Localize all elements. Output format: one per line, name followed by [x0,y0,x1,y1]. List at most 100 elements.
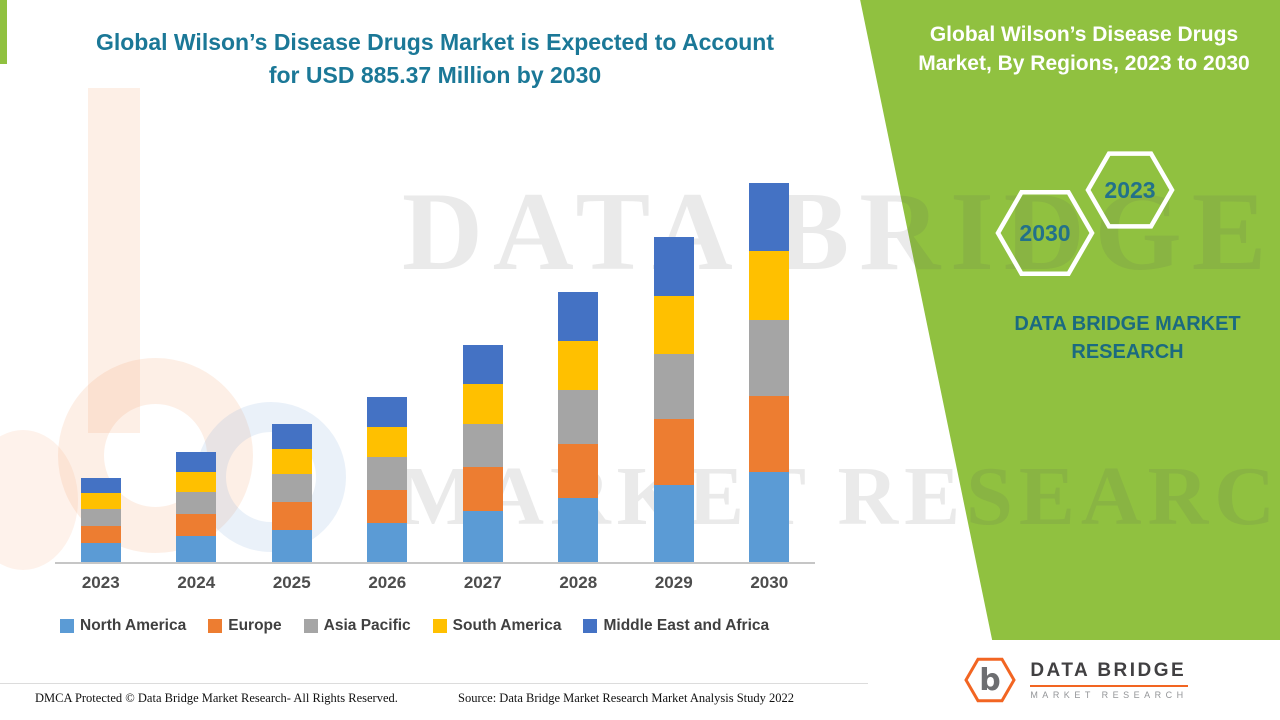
dbmr-logo-letter: b [980,663,1001,698]
logo-text-block: DATA BRIDGE MARKET RESEARCH [1030,660,1188,700]
hexagon-2023 [1085,151,1175,229]
hexagon-year-2023: 2023 [1104,177,1155,203]
bar-segment-north-america-2028 [558,498,599,563]
bar-segment-europe-2026 [367,489,408,524]
stacked-bar-2030 [749,183,790,563]
bar-column-2030 [722,180,818,563]
chart-legend: North America Europe Asia Pacific South Ame… [60,617,769,635]
bar-column-2028 [531,180,627,563]
bar-segment-south-america-2027 [462,384,503,424]
legend-item-middle-east-and-africa: Middle East and Africa [583,617,769,635]
legend-swatch-middle-east-and-africa [583,619,598,633]
bar-segment-north-america-2025 [271,529,312,563]
x-axis-label-2023: 2023 [81,573,120,592]
bar-segment-north-america-2026 [367,523,408,563]
x-axis-label-2025: 2025 [272,573,311,592]
watermark-text-line2: MARKET RESEARCH [398,450,1280,543]
dbmr-logo-icon: b [964,657,1017,703]
x-axis-labels: 2023 2024 2025 2026 2027 2028 2029 2030 [53,573,817,593]
source-text: Source: Data Bridge Market Research Mark… [458,691,795,705]
bar-segment-asia-pacific-2029 [653,354,694,420]
bar-column-2027 [435,180,531,563]
legend-swatch-north-america [60,619,74,633]
stacked-bar-2027 [462,345,503,563]
bar-segment-south-america-2029 [653,295,694,355]
year-hexagons: 2030 2023 [995,151,1175,276]
bar-segment-europe-2024 [176,514,217,537]
legend-label-asia-pacific: Asia Pacific [323,617,411,634]
stacked-bar-2025 [271,423,312,563]
bar-segment-asia-pacific-2028 [558,389,599,444]
watermark-text-line1: DATA BRIDGE [402,170,1277,294]
logo-name: DATA BRIDGE [1030,660,1187,681]
bar-segment-middle-east-and-africa-2030 [749,183,790,252]
legend-item-europe: Europe [208,617,282,635]
x-axis-label-2030: 2030 [750,573,789,592]
x-axis-label-2028: 2028 [559,573,598,592]
bar-segment-middle-east-and-africa-2023 [80,478,121,494]
x-axis-line [55,562,815,564]
stacked-bar-2023 [80,478,121,563]
brand-text: DATA BRIDGE MARKET RESEARCH [1000,310,1255,366]
bar-segment-middle-east-and-africa-2025 [271,423,312,449]
bar-column-2026 [340,180,436,563]
bar-segment-asia-pacific-2030 [749,319,790,396]
x-axis-label-2027: 2027 [463,573,502,592]
legend-item-north-america: North America [60,617,186,635]
bar-segment-europe-2023 [80,525,121,543]
side-panel-title: Global Wilson’s Disease Drugs Market, By… [895,20,1273,79]
bar-segment-south-america-2023 [80,493,121,509]
hexagon-2030 [995,190,1095,276]
x-axis-label-2026: 2026 [368,573,407,592]
dmca-text: DMCA Protected © Data Bridge Market Rese… [35,691,398,705]
bar-segment-south-america-2026 [367,426,408,457]
bar-segment-middle-east-and-africa-2026 [367,396,408,427]
brand-text-line1: DATA BRIDGE MARKET [1014,313,1241,335]
bar-segment-europe-2030 [749,395,790,472]
bar-segment-north-america-2027 [462,510,503,563]
brand-text-line2: RESEARCH [1071,341,1184,363]
bar-segment-south-america-2025 [271,449,312,475]
bar-segment-middle-east-and-africa-2027 [462,345,503,385]
x-axis-label-2029: 2029 [654,573,693,592]
legend-swatch-south-america [432,619,447,633]
bar-segment-europe-2029 [653,419,694,485]
stacked-bar-2028 [558,292,599,563]
bar-column-2024 [149,180,245,563]
bar-segment-asia-pacific-2023 [80,508,121,526]
bar-segment-europe-2028 [558,443,599,499]
bar-segment-middle-east-and-africa-2028 [558,292,599,341]
logo-subtitle: MARKET RESEARCH [1030,690,1188,700]
chart-title-line1: Global Wilson’s Disease Drugs Market is … [95,29,775,55]
hexagon-year-2030: 2030 [1019,220,1070,246]
bar-segment-asia-pacific-2024 [176,491,217,515]
legend-item-south-america: South America [432,617,562,635]
bar-segment-europe-2027 [462,467,503,511]
footer-divider [0,683,868,684]
legend-label-south-america: South America [452,617,562,634]
legend-label-north-america: North America [80,617,187,634]
bar-segment-middle-east-and-africa-2029 [653,236,694,296]
side-panel-title-line2: Market, By Regions, 2023 to 2030 [918,52,1250,76]
legend-label-middle-east-and-africa: Middle East and Africa [603,617,770,634]
stacked-bar-2024 [176,451,217,563]
bar-segment-south-america-2028 [558,340,599,390]
bar-segment-north-america-2030 [749,471,790,563]
side-panel-title-line1: Global Wilson’s Disease Drugs [929,23,1239,46]
bar-column-2025 [244,180,340,563]
bar-column-2029 [626,180,722,563]
chart-title-line2: for USD 885.37 Million by 2030 [268,62,602,89]
logo-underline [1030,685,1188,687]
legend-label-europe: Europe [228,617,282,634]
legend-swatch-asia-pacific [303,619,318,633]
chart-title: Global Wilson’s Disease Drugs Market is … [75,26,795,93]
bar-segment-asia-pacific-2025 [271,474,312,502]
logo-card: b DATA BRIDGE MARKET RESEARCH [872,640,1280,720]
bar-segment-north-america-2024 [176,536,217,563]
bar-column-2023 [53,180,149,563]
bar-segment-europe-2025 [271,501,312,530]
stacked-bar-2026 [367,396,408,563]
corner-accent-strip [0,0,7,64]
stacked-bar-2029 [653,236,694,563]
